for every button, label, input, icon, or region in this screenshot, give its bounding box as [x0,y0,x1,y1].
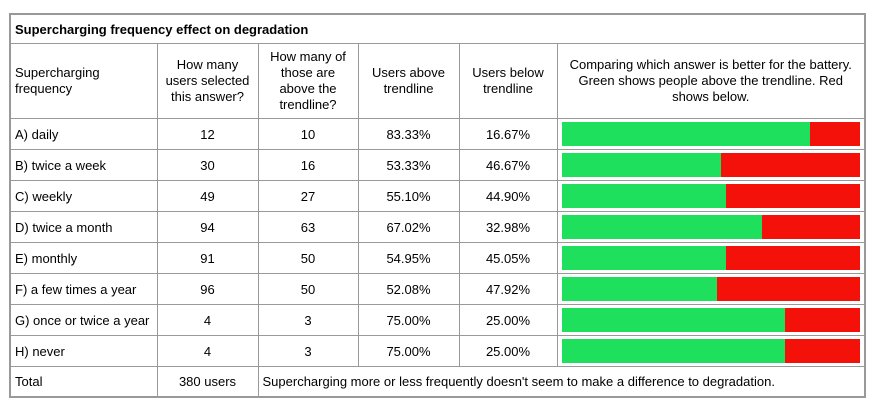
red-below-segment [716,277,860,301]
users-count: 12 [156,118,259,150]
users-count: 94 [156,211,259,243]
above-count: 50 [257,242,359,274]
below-pct: 46.67% [458,149,558,181]
above-below-bar [561,215,860,239]
green-above-segment [561,184,726,208]
degradation-table: Supercharging frequency effect on degrad… [9,13,866,398]
header-below-pct: Users below trendline [458,43,558,119]
table-header-row: Supercharging frequency How many users s… [9,43,866,119]
below-pct: 25.00% [458,304,558,336]
above-pct: 55.10% [357,180,460,212]
above-count: 3 [257,304,359,336]
table-total-row: Total 380 users Supercharging more or le… [9,366,866,398]
header-frequency: Supercharging frequency [9,43,158,119]
frequency-label: H) never [9,335,158,367]
red-below-segment [725,184,860,208]
above-below-bar [561,122,860,146]
bar-cell [556,335,866,367]
above-count: 50 [257,273,359,305]
red-below-segment [761,215,860,239]
bar-cell [556,180,866,212]
table-row: G) once or twice a year 4 3 75.00% 25.00… [9,304,866,336]
below-pct: 47.92% [458,273,558,305]
users-count: 96 [156,273,259,305]
above-below-bar [561,153,860,177]
frequency-label: D) twice a month [9,211,158,243]
header-comparison-bar: Comparing which answer is better for the… [556,43,866,119]
above-pct: 67.02% [357,211,460,243]
users-count: 4 [156,335,259,367]
above-below-bar [561,184,860,208]
red-below-segment [810,122,860,146]
table-row: F) a few times a year 96 50 52.08% 47.92… [9,273,866,305]
frequency-label: G) once or twice a year [9,304,158,336]
above-below-bar [561,246,860,270]
red-below-segment [720,153,860,177]
bar-cell [556,242,866,274]
red-below-segment [785,308,860,332]
users-count: 91 [156,242,259,274]
below-pct: 25.00% [458,335,558,367]
red-below-segment [725,246,860,270]
above-pct: 54.95% [357,242,460,274]
table-row: D) twice a month 94 63 67.02% 32.98% [9,211,866,243]
table-row: E) monthly 91 50 54.95% 45.05% [9,242,866,274]
above-count: 16 [257,149,359,181]
table-row: C) weekly 49 27 55.10% 44.90% [9,180,866,212]
green-above-segment [561,246,726,270]
header-above-pct: Users above trendline [357,43,460,119]
table-row: H) never 4 3 75.00% 25.00% [9,335,866,367]
frequency-label: F) a few times a year [9,273,158,305]
green-above-segment [561,122,811,146]
green-above-segment [561,277,717,301]
below-pct: 32.98% [458,211,558,243]
total-users: 380 users [156,366,259,398]
above-pct: 53.33% [357,149,460,181]
green-above-segment [561,153,721,177]
green-above-segment [561,308,786,332]
above-pct: 75.00% [357,304,460,336]
users-count: 49 [156,180,259,212]
table-row: B) twice a week 30 16 53.33% 46.67% [9,149,866,181]
frequency-label: C) weekly [9,180,158,212]
above-count: 27 [257,180,359,212]
above-count: 10 [257,118,359,150]
header-above-count: How many of those are above the trendlin… [257,43,359,119]
table-title-row: Supercharging frequency effect on degrad… [9,13,866,44]
green-above-segment [561,339,786,363]
bar-cell [556,304,866,336]
header-users-count: How many users selected this answer? [156,43,259,119]
below-pct: 16.67% [458,118,558,150]
above-count: 3 [257,335,359,367]
total-label: Total [9,366,158,398]
bar-cell [556,149,866,181]
users-count: 4 [156,304,259,336]
frequency-label: B) twice a week [9,149,158,181]
frequency-label: E) monthly [9,242,158,274]
below-pct: 44.90% [458,180,558,212]
above-pct: 75.00% [357,335,460,367]
bar-cell [556,211,866,243]
table-row: A) daily 12 10 83.33% 16.67% [9,118,866,150]
below-pct: 45.05% [458,242,558,274]
red-below-segment [785,339,860,363]
above-count: 63 [257,211,359,243]
above-pct: 52.08% [357,273,460,305]
bar-cell [556,118,866,150]
bar-cell [556,273,866,305]
above-below-bar [561,308,860,332]
green-above-segment [561,215,762,239]
frequency-label: A) daily [9,118,158,150]
above-pct: 83.33% [357,118,460,150]
table-title: Supercharging frequency effect on degrad… [9,13,866,44]
above-below-bar [561,339,860,363]
users-count: 30 [156,149,259,181]
conclusion-note: Supercharging more or less frequently do… [257,366,866,398]
above-below-bar [561,277,860,301]
